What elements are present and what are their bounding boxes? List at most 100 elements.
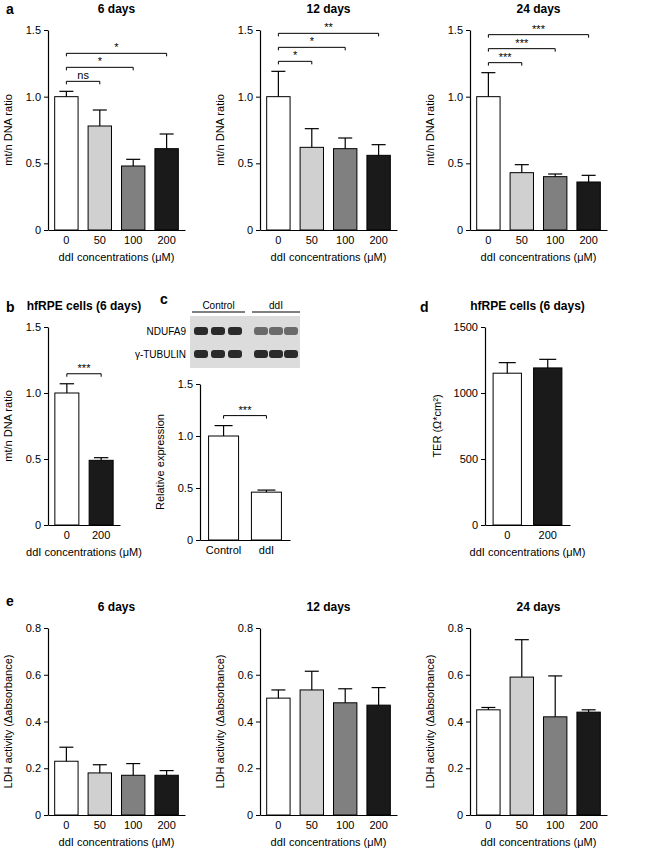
y-axis: 00.51.01.5 bbox=[26, 24, 49, 236]
y-tick-mark bbox=[466, 30, 470, 31]
y-tick: 1.0 bbox=[26, 91, 48, 103]
y-tick-label: 1.5 bbox=[26, 321, 41, 333]
blot-band bbox=[194, 350, 208, 358]
y-tick: 1.0 bbox=[448, 91, 470, 103]
x-tick: 100 bbox=[124, 815, 142, 831]
y-tick-mark bbox=[256, 768, 260, 769]
y-tick: 0.4 bbox=[26, 716, 48, 728]
error-bar-cap bbox=[215, 425, 233, 426]
blot-row-label: γ-TUBULIN bbox=[135, 349, 186, 360]
y-tick: 0.8 bbox=[26, 622, 48, 634]
error-bar bbox=[160, 771, 174, 776]
error-bar-stem bbox=[133, 764, 134, 776]
y-tick-mark bbox=[44, 675, 48, 676]
y-tick-label: 0.4 bbox=[448, 716, 463, 728]
error-bar bbox=[160, 134, 174, 149]
y-tick: 1.0 bbox=[26, 387, 48, 399]
chart-title: 24 days bbox=[516, 600, 560, 614]
plot-marks bbox=[267, 71, 391, 230]
error-bar bbox=[257, 490, 275, 492]
y-tick-mark bbox=[196, 488, 200, 489]
error-bar-cap bbox=[93, 764, 107, 765]
bar bbox=[122, 166, 145, 230]
significance-bracket bbox=[488, 49, 555, 52]
y-tick-mark bbox=[44, 815, 48, 816]
bar bbox=[534, 368, 562, 525]
y-tick-label: 0.5 bbox=[178, 482, 193, 494]
x-tick-label: 50 bbox=[516, 234, 528, 246]
error-bar-cap bbox=[305, 671, 319, 672]
x-axis: 0200 bbox=[486, 525, 571, 541]
x-tick: 200 bbox=[579, 815, 597, 831]
error-bar bbox=[59, 91, 73, 96]
y-tick-label: 0.2 bbox=[238, 762, 253, 774]
bar bbox=[510, 173, 533, 230]
x-axis: 0 50 100 200 bbox=[261, 815, 398, 831]
error-bar-cap bbox=[481, 707, 495, 708]
y-tick: 0 bbox=[247, 224, 260, 236]
y-tick-label: 0.4 bbox=[26, 716, 41, 728]
bar bbox=[300, 147, 323, 230]
x-axis-line bbox=[49, 525, 121, 526]
error-bar-cap bbox=[481, 72, 495, 73]
y-tick-label: 0 bbox=[472, 519, 478, 531]
plot-marks bbox=[55, 747, 179, 815]
blot-band bbox=[228, 327, 242, 335]
chart-title: 6 days bbox=[98, 600, 136, 614]
error-bar-cap bbox=[59, 747, 73, 748]
x-tick: 200 bbox=[579, 230, 597, 246]
y-tick-label: 1.5 bbox=[238, 24, 253, 36]
y-axis-title: LDH activity (Δabsorbance) bbox=[2, 655, 14, 789]
y-axis-title: Relative expression bbox=[154, 414, 166, 510]
x-tick-label: 200 bbox=[369, 819, 387, 831]
x-axis-line bbox=[201, 540, 291, 541]
x-tick: 0 bbox=[63, 815, 69, 831]
chart-panel: 00.51.01.5050100200mt/n DNA ratioddI con… bbox=[2, 1, 186, 263]
chart-title: hfRPE cells (6 days) bbox=[470, 299, 585, 313]
x-tick: 100 bbox=[336, 815, 354, 831]
significance-label: * bbox=[98, 55, 103, 67]
y-tick-mark bbox=[466, 230, 470, 231]
y-tick-mark bbox=[44, 768, 48, 769]
y-tick-mark bbox=[256, 628, 260, 629]
y-tick-mark bbox=[481, 525, 485, 526]
y-axis: 00.51.01.5 bbox=[448, 24, 471, 236]
y-tick-mark bbox=[466, 97, 470, 98]
error-bar bbox=[305, 129, 319, 148]
bar bbox=[122, 775, 145, 815]
x-tick: 50 bbox=[306, 815, 318, 831]
x-tick: 0 bbox=[63, 230, 69, 246]
chart-panel: 00.51.01.50200mt/n DNA ratioddI concentr… bbox=[2, 299, 142, 558]
x-tick-label: 100 bbox=[336, 819, 354, 831]
y-tick: 1.5 bbox=[178, 378, 200, 390]
error-bar-stem bbox=[311, 671, 312, 690]
error-bar-cap bbox=[257, 489, 275, 490]
blot-band bbox=[254, 350, 268, 358]
x-tick-label: 200 bbox=[539, 529, 557, 541]
blot-band bbox=[269, 350, 283, 358]
blot-band bbox=[228, 350, 242, 358]
x-tick-label: 0 bbox=[63, 234, 69, 246]
x-tick: 200 bbox=[369, 230, 387, 246]
y-tick-mark bbox=[466, 768, 470, 769]
y-axis-title: mt/n DNA ratio bbox=[2, 94, 14, 166]
y-tick: 0.2 bbox=[448, 762, 470, 774]
y-tick-label: 0.6 bbox=[238, 669, 253, 681]
x-tick-label: 0 bbox=[275, 234, 281, 246]
y-tick-mark bbox=[44, 327, 48, 328]
y-tick: 1.5 bbox=[26, 321, 48, 333]
bar bbox=[334, 703, 357, 815]
x-tick-label: 0 bbox=[275, 819, 281, 831]
chart-title: 12 days bbox=[306, 2, 350, 16]
x-tick: ddI bbox=[259, 540, 274, 556]
x-axis: 050100200 bbox=[49, 230, 186, 246]
error-bar-stem bbox=[521, 165, 522, 173]
x-tick-label: 100 bbox=[546, 819, 564, 831]
plot-marks bbox=[55, 384, 113, 525]
y-tick-label: 0.5 bbox=[26, 453, 41, 465]
error-bar-stem bbox=[488, 73, 489, 97]
y-axis-line bbox=[470, 31, 471, 231]
y-axis-title: LDH activity (Δabsorbance) bbox=[424, 655, 436, 789]
x-tick-label: ddI bbox=[259, 544, 274, 556]
y-axis: 00.20.40.60.8 bbox=[448, 622, 471, 821]
